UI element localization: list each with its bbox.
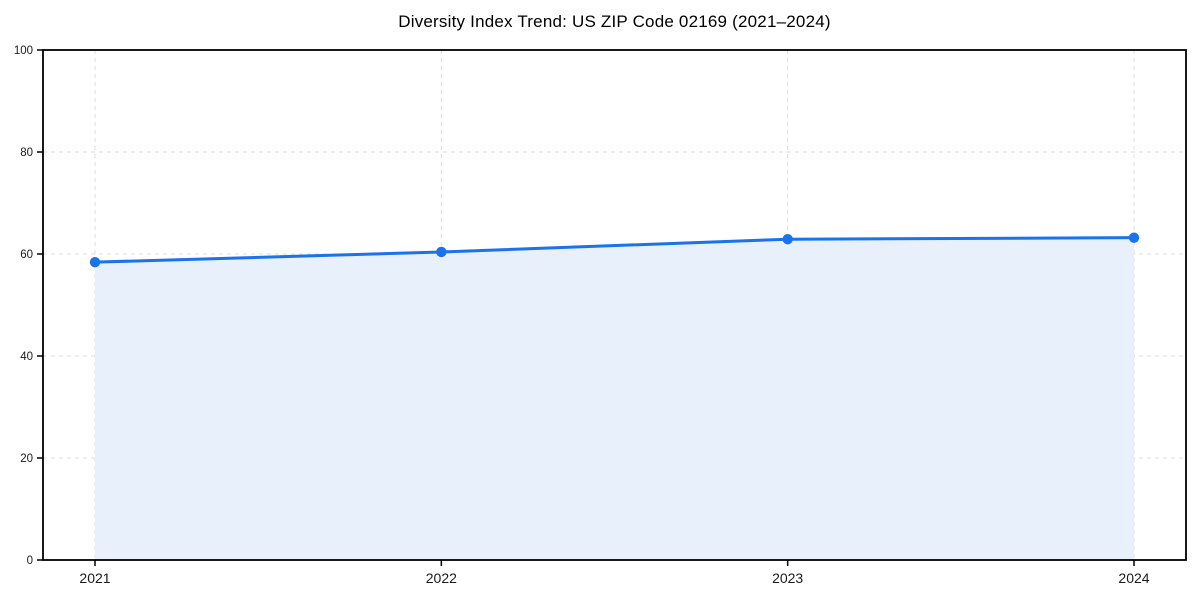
y-tick-label: 20 <box>20 453 33 465</box>
data-point <box>89 256 101 268</box>
x-tick-label: 2021 <box>79 570 110 586</box>
data-point <box>436 246 447 258</box>
y-tick-label: 60 <box>20 249 33 261</box>
y-tick-label: 40 <box>20 351 33 363</box>
plot-border <box>42 49 1187 561</box>
x-tick-label: 2022 <box>426 570 457 586</box>
area-fill <box>95 237 1134 560</box>
x-tick-label: 2024 <box>1118 570 1149 586</box>
trend-line <box>93 236 1136 264</box>
y-tick-label: 80 <box>20 147 33 159</box>
data-point <box>1128 232 1140 243</box>
data-point <box>782 234 793 245</box>
y-tick-label: 0 <box>27 555 33 567</box>
y-tick-label: 100 <box>14 45 33 57</box>
chart-title: Diversity Index Trend: US ZIP Code 02169… <box>398 12 831 31</box>
x-tick-label: 2023 <box>772 570 803 586</box>
